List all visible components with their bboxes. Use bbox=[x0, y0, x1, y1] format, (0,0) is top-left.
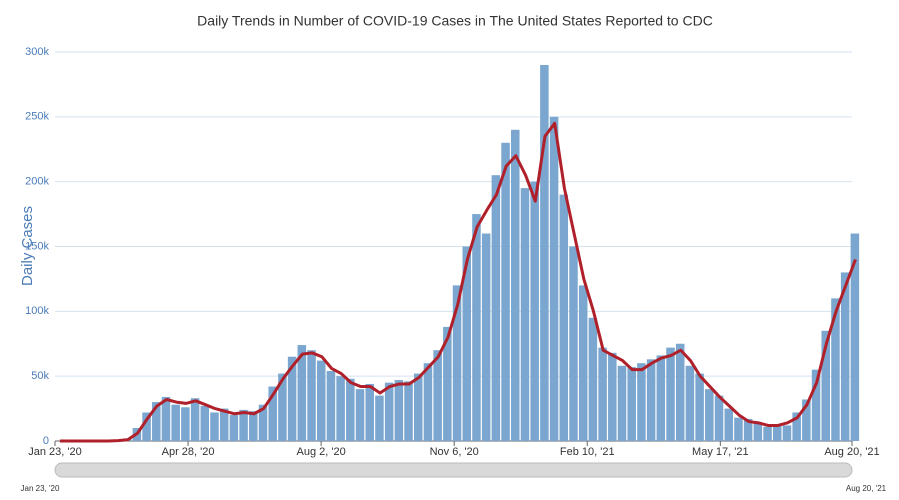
bar bbox=[210, 412, 219, 441]
bar bbox=[375, 395, 384, 441]
bar bbox=[462, 246, 472, 441]
bar bbox=[481, 233, 491, 441]
bar bbox=[685, 365, 695, 441]
y-tick-label: 50k bbox=[31, 370, 49, 382]
bar bbox=[511, 129, 520, 442]
bar bbox=[753, 422, 763, 441]
bar bbox=[152, 402, 161, 441]
bar bbox=[569, 246, 578, 441]
bar bbox=[336, 376, 345, 441]
bar bbox=[394, 380, 404, 441]
bar bbox=[540, 64, 549, 441]
range-end-label: Aug 20, '21 bbox=[846, 484, 887, 493]
bar bbox=[840, 272, 850, 441]
bar bbox=[627, 367, 636, 441]
chart-title: Daily Trends in Number of COVID-19 Cases… bbox=[197, 13, 713, 29]
bar bbox=[782, 425, 792, 441]
bar bbox=[772, 424, 782, 441]
bar bbox=[802, 399, 811, 441]
x-tick-label: May 17, '21 bbox=[692, 446, 749, 458]
x-tick-label: Aug 20, '21 bbox=[824, 446, 879, 458]
bar bbox=[588, 317, 598, 441]
bar bbox=[316, 360, 326, 441]
x-tick-label: Aug 2, '20 bbox=[297, 446, 346, 458]
bar bbox=[559, 194, 569, 441]
bar bbox=[821, 330, 831, 441]
bar bbox=[578, 285, 588, 441]
bar bbox=[520, 188, 530, 441]
bar bbox=[171, 404, 180, 441]
bar bbox=[433, 350, 442, 441]
x-tick-label: Apr 28, '20 bbox=[162, 446, 215, 458]
bar bbox=[307, 350, 316, 441]
bar bbox=[501, 142, 510, 441]
bar bbox=[472, 214, 481, 441]
bar bbox=[637, 363, 646, 441]
bar bbox=[695, 373, 704, 441]
bar bbox=[181, 407, 190, 441]
bar bbox=[608, 352, 617, 441]
bar bbox=[355, 389, 365, 441]
bar bbox=[792, 412, 801, 441]
bar bbox=[666, 347, 675, 441]
bar bbox=[530, 181, 539, 441]
y-tick-label: 0 bbox=[43, 435, 49, 447]
bar bbox=[190, 398, 200, 441]
bar bbox=[423, 363, 433, 441]
bar bbox=[287, 356, 297, 441]
bar bbox=[656, 355, 666, 441]
bar bbox=[326, 370, 336, 441]
bar bbox=[258, 404, 268, 441]
bar bbox=[452, 285, 462, 441]
y-tick-label: 300k bbox=[25, 46, 49, 58]
bar bbox=[142, 412, 151, 441]
bar bbox=[219, 408, 229, 441]
y-tick-label: 100k bbox=[25, 305, 49, 317]
bar bbox=[617, 365, 627, 441]
bar bbox=[229, 415, 239, 441]
bar bbox=[598, 347, 607, 441]
bar bbox=[268, 386, 277, 441]
bar bbox=[549, 116, 559, 441]
bar bbox=[413, 373, 423, 441]
bar bbox=[714, 395, 724, 441]
bar bbox=[491, 175, 501, 441]
bar bbox=[763, 426, 772, 441]
bar bbox=[734, 417, 743, 441]
y-tick-label: 200k bbox=[25, 176, 49, 188]
moving-average-line bbox=[59, 121, 857, 443]
bar bbox=[646, 359, 656, 441]
bar bbox=[297, 345, 307, 441]
bar bbox=[705, 389, 714, 441]
bar bbox=[346, 378, 355, 441]
y-tick-label: 250k bbox=[25, 111, 49, 123]
bar bbox=[239, 409, 248, 441]
bar bbox=[675, 343, 685, 441]
bar bbox=[249, 411, 258, 441]
bar bbox=[724, 408, 733, 441]
range-start-label: Jan 23, '20 bbox=[21, 484, 60, 493]
x-tick-label: Feb 10, '21 bbox=[560, 446, 615, 458]
x-tick-label: Jan 23, '20 bbox=[28, 446, 81, 458]
bar bbox=[278, 373, 287, 441]
bar bbox=[384, 382, 394, 441]
bar bbox=[443, 326, 452, 441]
bar bbox=[404, 381, 413, 441]
range-slider[interactable] bbox=[54, 462, 853, 478]
y-tick-label: 150k bbox=[25, 240, 49, 252]
bar bbox=[831, 298, 840, 441]
y-axis-title: Daily Cases bbox=[19, 206, 36, 286]
x-tick-label: Nov 6, '20 bbox=[430, 446, 479, 458]
bar bbox=[365, 383, 374, 441]
bar bbox=[850, 233, 860, 441]
bar bbox=[743, 418, 753, 441]
bar bbox=[200, 405, 210, 441]
bar bbox=[161, 396, 171, 441]
bar bbox=[811, 369, 821, 441]
